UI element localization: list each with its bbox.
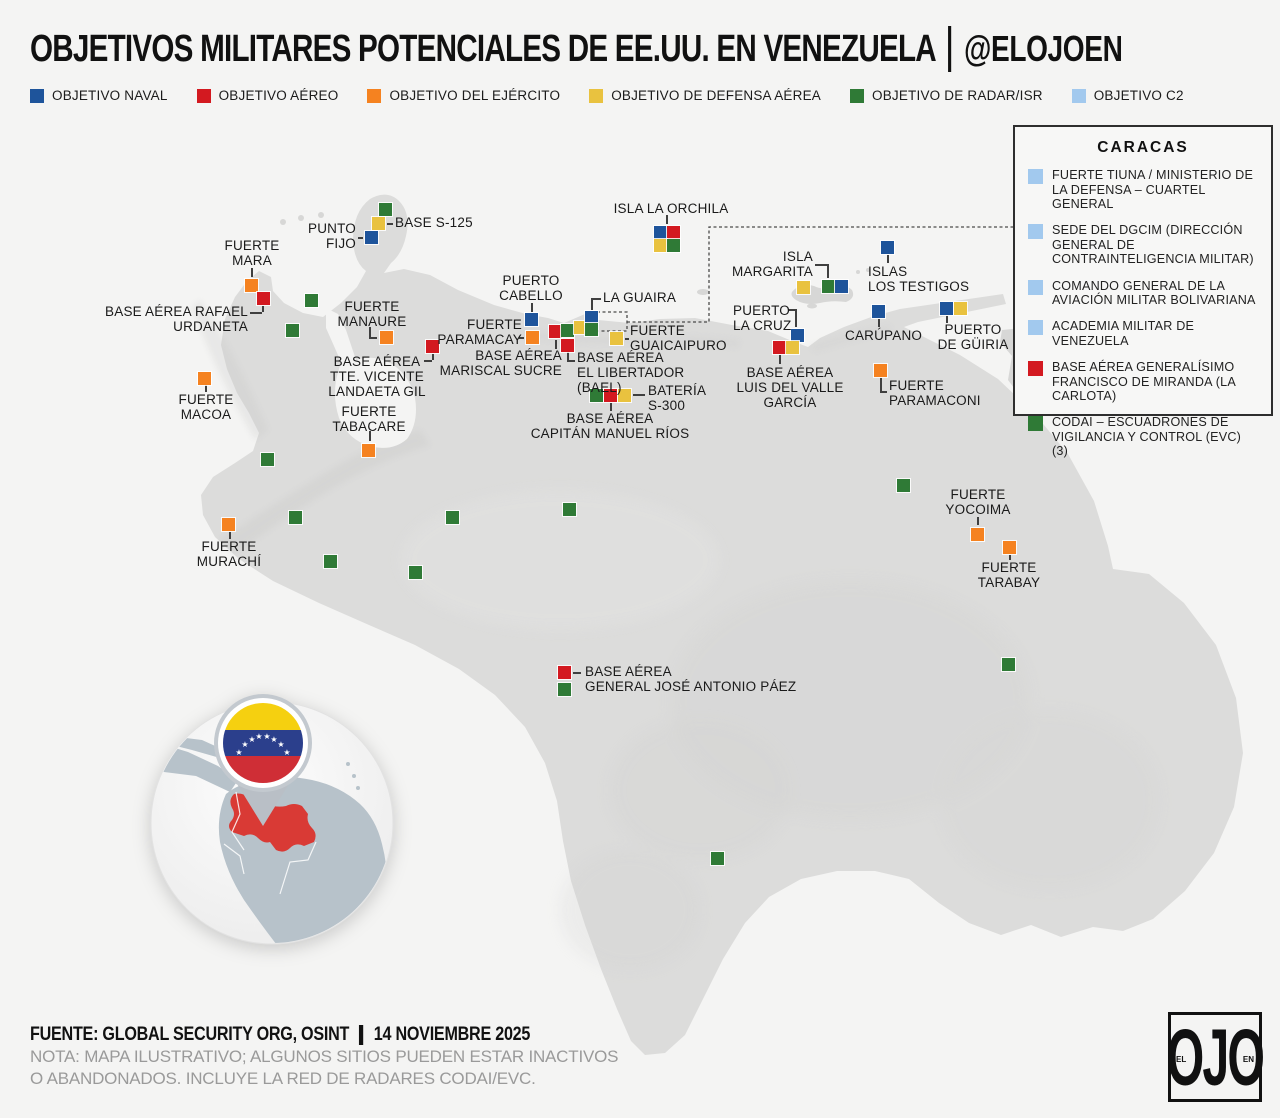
caracas-callout-line <box>627 226 1013 323</box>
legend-swatch-aereo <box>196 88 211 103</box>
page-title: OBJETIVOS MILITARES POTENCIALES DE EE.UU… <box>30 27 937 70</box>
legend-swatch-c2 <box>1071 88 1086 103</box>
caracas-item-swatch-c2 <box>1028 279 1043 295</box>
caracas-item-swatch-c2 <box>1028 224 1043 240</box>
legend-swatch-radar <box>850 88 864 103</box>
legend-item-ejercito: OBJETIVO DEL EJÉRCITO <box>367 88 560 103</box>
caracas-item-1: SEDE DEL DGCIM (DIRECCIÓN GENERAL DE CON… <box>1028 223 1258 267</box>
source-line: FUENTE: GLOBAL SECURITY ORG, OSINT 14 NO… <box>30 1024 530 1046</box>
pin-tail <box>234 779 292 826</box>
legend-item-aereo: OBJETIVO AÉREO <box>196 88 339 103</box>
svg-text:★: ★ <box>235 748 242 757</box>
title-separator <box>948 26 952 72</box>
legend-label-ejercito: OBJETIVO DEL EJÉRCITO <box>389 88 561 103</box>
legend-swatch-defensa <box>589 88 604 103</box>
legend-swatch-naval <box>30 88 44 103</box>
caracas-item-label: SEDE DEL DGCIM (DIRECCIÓN GENERAL DE CON… <box>1052 223 1254 267</box>
country-borders <box>223 791 317 895</box>
note-line-2: O ABANDONADOS. INCLUYE LA RED DE RADARES… <box>30 1068 536 1088</box>
legend-label-defensa: OBJETIVO DE DEFENSA AÉREA <box>611 88 821 103</box>
svg-text:★: ★ <box>248 735 255 744</box>
caracas-item-label: ACADEMIA MILITAR DE VENEZUELA <box>1052 319 1195 348</box>
legend-label-aereo: OBJETIVO AÉREO <box>218 88 339 103</box>
legend-label-radar: OBJETIVO DE RADAR/ISR <box>872 88 1043 103</box>
svg-text:★: ★ <box>255 732 262 741</box>
caracas-item-label: BASE AÉREA GENERALÍSIMO FRANCISCO DE MIR… <box>1052 359 1236 404</box>
legend-item-defensa: OBJETIVO DE DEFENSA AÉREA <box>589 88 821 103</box>
legend-item-naval: OBJETIVO NAVAL <box>30 88 168 103</box>
caracas-box: CARACAS FUERTE TIUNA / MINISTERIO DE LA … <box>1013 125 1273 458</box>
venezuela-highlight <box>229 793 316 852</box>
date-text: 14 NOVIEMBRE 2025 <box>373 1024 531 1045</box>
svg-text:★: ★ <box>277 740 284 749</box>
svg-text:★: ★ <box>283 748 290 757</box>
legend-label-naval: OBJETIVO NAVAL <box>52 88 168 103</box>
source-text: FUENTE: GLOBAL SECURITY ORG, OSINT <box>30 1024 350 1045</box>
caracas-item-swatch-c2 <box>1028 169 1043 184</box>
footer: FUENTE: GLOBAL SECURITY ORG, OSINT 14 NO… <box>30 1024 618 1090</box>
lake-maracaibo <box>326 308 416 448</box>
caracas-item-3: ACADEMIA MILITAR DE VENEZUELA <box>1028 319 1258 348</box>
legend-item-radar: OBJETIVO DE RADAR/ISR <box>850 88 1043 103</box>
caracas-item-swatch-aereo <box>1028 360 1043 376</box>
note-line-1: NOTA: MAPA ILUSTRATIVO; ALGUNOS SITIOS P… <box>30 1047 619 1066</box>
flag-stars: ★★★ ★ ★ ★ ★★ <box>235 732 290 757</box>
caracas-item-0: FUERTE TIUNA / MINISTERIO DE LA DEFENSA … <box>1028 168 1258 212</box>
svg-text:★: ★ <box>241 740 248 749</box>
header: OBJETIVOS MILITARES POTENCIALES DE EE.UU… <box>30 26 1123 72</box>
ojo-logo-text: OJO <box>1166 1012 1265 1102</box>
caracas-item-label: COMANDO GENERAL DE LA AVIACIÓN MILITAR B… <box>1052 278 1256 308</box>
author-handle: @ELOJOEN <box>964 28 1123 69</box>
svg-text:★: ★ <box>263 732 270 741</box>
caracas-item-swatch-radar <box>1028 416 1043 432</box>
caracas-item-swatch-c2 <box>1028 320 1043 336</box>
isla-margarita-shape <box>791 284 854 304</box>
ojo-logo-el: EL <box>1176 1055 1187 1064</box>
legend-label-c2: OBJETIVO C2 <box>1093 88 1184 103</box>
caracas-box-items: FUERTE TIUNA / MINISTERIO DE LA DEFENSA … <box>1028 168 1258 459</box>
flag-pin: ★★★ ★ ★ ★ ★★ <box>214 694 312 826</box>
caracas-box-title: CARACAS <box>1097 139 1189 156</box>
caracas-item-5: CODAI – ESCUADRONES DE VIGILANCIA Y CONT… <box>1028 415 1258 459</box>
footer-separator <box>359 1025 364 1045</box>
terrain-texture <box>192 300 1160 970</box>
legend: OBJETIVO NAVAL OBJETIVO AÉREO OBJETIVO DEL… <box>30 88 1184 103</box>
locator-inset: ★★★ ★ ★ ★ ★★ <box>150 694 394 945</box>
caracas-item-label: FUERTE TIUNA / MINISTERIO DE LA DEFENSA … <box>1052 168 1254 212</box>
ojo-logo: OJO EL EN <box>1166 1012 1265 1102</box>
caracas-item-4: BASE AÉREA GENERALÍSIMO FRANCISCO DE MIR… <box>1028 360 1258 404</box>
svg-text:★: ★ <box>270 735 277 744</box>
ojo-logo-en: EN <box>1242 1055 1254 1064</box>
caracas-item-label: CODAI – ESCUADRONES DE VIGILANCIA Y CONT… <box>1052 415 1242 459</box>
caracas-item-2: COMANDO GENERAL DE LA AVIACIÓN MILITAR B… <box>1028 279 1258 308</box>
caracas-callout <box>596 226 1013 332</box>
legend-item-c2: OBJETIVO C2 <box>1071 88 1184 103</box>
legend-swatch-ejercito <box>367 88 382 103</box>
